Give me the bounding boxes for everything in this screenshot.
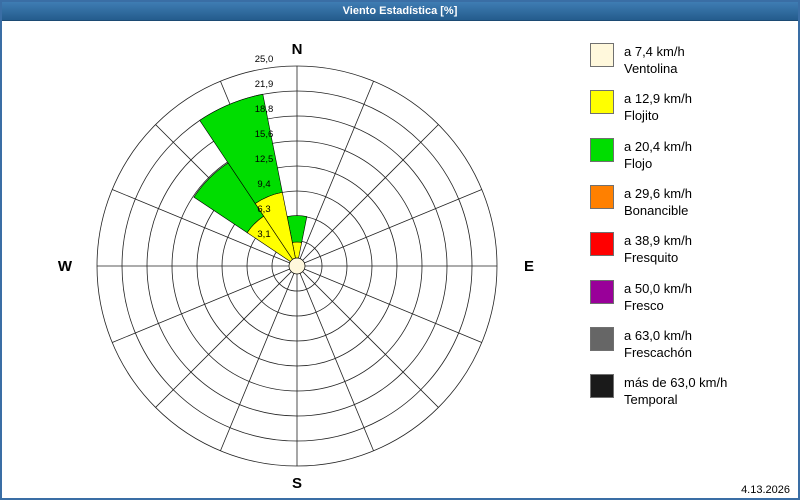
chart-area: 3,1 6,3 9,4 12,5 15,6 18,8 21,9 25,0 N S W E a 7,4 … — [2, 21, 798, 498]
calm-center-circle — [288, 257, 306, 275]
date-label: 4.13.2026 — [741, 484, 790, 496]
legend-name-label: Ventolina — [624, 61, 678, 77]
compass-west-label: W — [58, 258, 73, 275]
legend-color-swatch — [590, 326, 614, 351]
legend-color-swatch — [590, 137, 614, 162]
legend-item-8: más de 63,0 km/h Temporal — [590, 374, 727, 408]
radial-tick-label: 25,0 — [255, 54, 274, 65]
legend-item-7: a 63,0 km/h Frescachón — [590, 326, 727, 361]
legend-item-4: a 29,6 km/h Bonancible — [590, 184, 727, 219]
wind-petal-NNW-Flojo — [199, 93, 283, 204]
legend-name-label: Temporal — [624, 392, 678, 408]
compass-south-label: S — [292, 475, 302, 492]
radial-tick-label: 3,1 — [257, 229, 270, 240]
legend-speed-label: a 29,6 km/h — [624, 185, 692, 201]
radial-tick-label: 12,5 — [255, 154, 274, 165]
radial-tick-label: 15,6 — [255, 129, 274, 140]
radial-tick-label: 6,3 — [257, 204, 270, 215]
legend-text: más de 63,0 km/h Temporal — [624, 374, 727, 408]
legend-color-swatch — [590, 184, 614, 209]
legend-speed-label: más de 63,0 km/h — [624, 375, 728, 391]
legend-item-3: a 20,4 km/h Flojo — [590, 137, 727, 172]
window-title: Viento Estadística [%] — [342, 5, 458, 17]
legend-speed-label: a 50,0 km/h — [624, 280, 692, 296]
legend-name-label: Frescachón — [624, 345, 692, 361]
legend-text: a 7,4 km/h Ventolina — [624, 43, 685, 77]
legend-name-label: Flojo — [624, 155, 653, 171]
compass-east-label: E — [524, 258, 534, 275]
legend-text: a 50,0 km/h Fresco — [624, 280, 692, 314]
compass-north-label: N — [292, 41, 303, 58]
radial-tick-label: 18,8 — [255, 104, 274, 115]
legend-text: a 38,9 km/h Fresquito — [624, 232, 692, 266]
legend: a 7,4 km/h Ventolina a 12,9 km/h Flojito… — [590, 43, 727, 409]
legend-text: a 12,9 km/h Flojito — [624, 90, 692, 124]
legend-speed-label: a 12,9 km/h — [624, 91, 692, 107]
legend-name-label: Flojito — [624, 108, 659, 124]
legend-name-label: Fresquito — [624, 250, 679, 266]
legend-color-swatch — [590, 279, 614, 304]
legend-speed-label: a 20,4 km/h — [624, 138, 692, 154]
legend-text: a 63,0 km/h Frescachón — [624, 327, 692, 361]
legend-name-label: Bonancible — [624, 203, 689, 219]
legend-speed-label: a 38,9 km/h — [624, 233, 692, 249]
wind-petal-N-Flojo — [286, 215, 308, 243]
radial-tick-label: 9,4 — [257, 179, 270, 190]
radial-tick-label: 21,9 — [255, 79, 274, 90]
legend-text: a 20,4 km/h Flojo — [624, 138, 692, 172]
legend-speed-label: a 7,4 km/h — [624, 44, 685, 59]
legend-color-swatch — [590, 232, 614, 257]
legend-name-label: Fresco — [624, 297, 664, 313]
legend-color-swatch — [590, 90, 614, 115]
legend-item-6: a 50,0 km/h Fresco — [590, 279, 727, 314]
legend-color-swatch — [590, 43, 614, 67]
legend-item-5: a 38,9 km/h Fresquito — [590, 232, 727, 266]
legend-item-1: a 7,4 km/h Ventolina — [590, 43, 727, 77]
legend-speed-label: a 63,0 km/h — [624, 327, 692, 343]
legend-item-2: a 12,9 km/h Flojito — [590, 90, 727, 124]
legend-color-swatch — [590, 374, 614, 399]
legend-text: a 29,6 km/h Bonancible — [624, 185, 692, 219]
wind-rose-chart: 3,1 6,3 9,4 12,5 15,6 18,8 21,9 25,0 N S W E — [58, 41, 534, 492]
window-titlebar: Viento Estadística [%] — [2, 2, 798, 21]
